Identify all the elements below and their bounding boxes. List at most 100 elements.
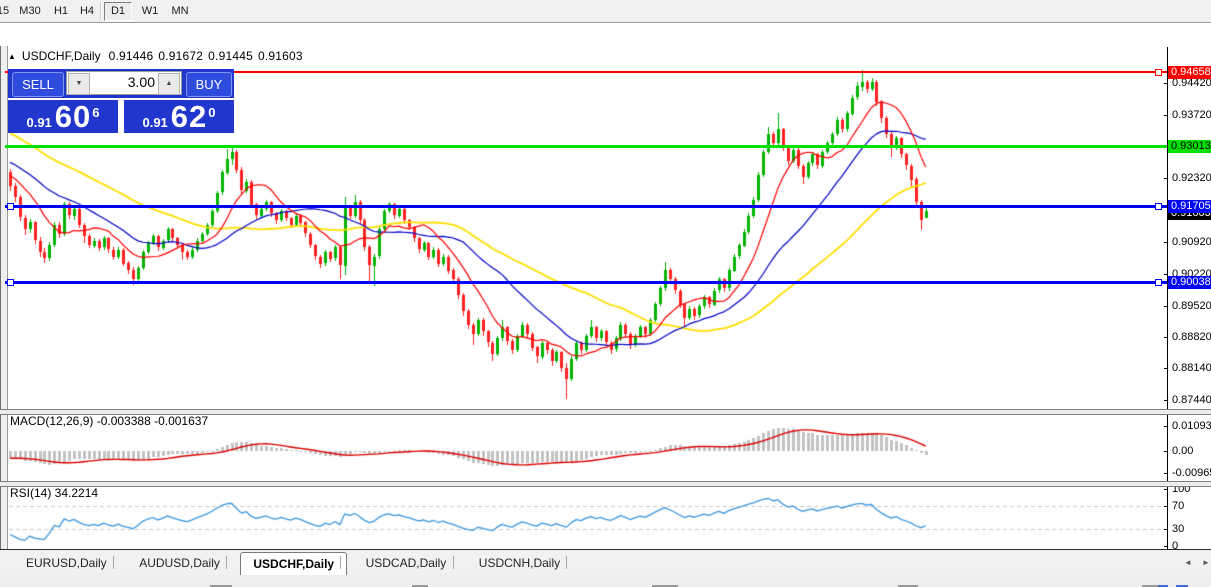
chart-title: ▲ USDCHF,Daily 0.91446 0.91672 0.91445 0.9160… [8,49,314,63]
chart-tabs-bar: EURUSD,Daily AUDUSD,Daily USDCHF,Daily USDC… [0,549,1211,576]
ohlc-close: 0.91603 [257,49,303,63]
timeframe-button-D1[interactable]: D1 [104,2,132,21]
toolbar-separator [100,2,102,19]
line-anchor-right[interactable] [1155,68,1162,76]
timeframe-button-H4[interactable]: H4 [79,5,95,17]
volume-input[interactable]: ▼ 3.00 ▲ [66,71,182,95]
level-price-label-0.94658: 0.94658 [1168,65,1211,79]
timeframe-button-15[interactable]: 15 [0,5,10,17]
line-anchor-left[interactable] [7,202,14,210]
price-tick-label: 0.93720 [1172,108,1211,121]
tab-separator [452,556,454,569]
tab-scroll-left-button[interactable]: ◄ [1184,558,1192,567]
macd-indicator-label: MACD(12,26,9) -0.003388 -0.001637 [10,414,209,428]
panel-divider-rsi[interactable] [0,481,1211,487]
clipped-content-fragment [652,585,678,587]
rsi-tick-label: 0 [1172,540,1179,553]
panel-divider-macd[interactable] [0,409,1211,415]
price-level-line-0.91705[interactable] [5,204,1167,208]
price-tick-label: 0.89520 [1172,299,1211,312]
ohlc-high: 0.91672 [158,49,204,63]
bid-price-big-digits: 60 [54,99,92,134]
axis-tick-mark [1164,83,1168,84]
chart-symbol-label: USDCHF,Daily [21,49,101,63]
clipped-content-fragment [412,585,428,587]
trade-panel-top-row: SELL ▼ 3.00 ▲ BUY [8,69,234,98]
axis-tick-mark [1164,114,1168,116]
ask-price-pip-digit: 0 [208,105,216,120]
price-axis-line [1167,47,1168,552]
ask-price-big-digits: 62 [170,99,208,134]
price-tick-label: 0.90920 [1172,235,1211,248]
axis-tick-mark [1164,400,1168,402]
volume-decrease-button[interactable]: ▼ [68,73,90,95]
line-anchor-right[interactable] [1155,202,1162,210]
price-tick-label: 0.88140 [1172,362,1211,375]
timeframe-button-MN[interactable]: MN [171,5,189,17]
ohlc-low: 0.91445 [208,49,253,63]
tab-USDCNH[interactable]: USDCNH,Daily [478,556,561,570]
axis-tick-mark [1164,546,1168,548]
bid-price-prefix: 0.91 [26,115,52,130]
price-tick-label: 0.87440 [1172,394,1211,407]
level-price-label-0.90038: 0.90038 [1168,275,1211,289]
tab-separator [339,556,341,569]
ask-price[interactable]: 0.91 62 0 [124,100,234,133]
tab-separator [113,556,115,569]
sell-button[interactable]: SELL [12,72,64,97]
tab-scroll-right-button[interactable]: ► [1202,558,1210,567]
price-tick-label: 0.92320 [1172,172,1211,185]
clipped-content-fragment [1158,585,1168,587]
tab-AUDUSD[interactable]: AUDUSD,Daily [139,556,220,570]
axis-tick-mark [1164,473,1168,475]
line-anchor-left[interactable] [7,278,14,286]
volume-increase-button[interactable]: ▲ [158,73,180,95]
volume-value[interactable]: 3.00 [127,74,155,90]
axis-tick-mark [1164,488,1168,490]
rsi-indicator-label: RSI(14) 34.2214 [10,486,99,500]
chart-left-frame [0,46,8,572]
macd-tick-label: 0.00 [1172,445,1194,457]
axis-tick-mark [1164,241,1168,243]
tab-separator [566,556,567,569]
collapse-triangle-icon[interactable]: ▲ [8,52,16,61]
clipped-content-fragment [1142,585,1158,587]
tab-USDCAD[interactable]: USDCAD,Daily [365,556,447,570]
one-click-trading-panel: SELL ▼ 3.00 ▲ BUY 0.91 60 6 0.91 62 0 [8,69,234,133]
rsi-tick-label: 70 [1172,500,1185,512]
axis-tick-mark [1164,451,1168,452]
macd-tick-label: 0.010933 [1172,419,1211,432]
level-price-label-0.93013: 0.93013 [1168,140,1211,154]
timeframe-button-M30[interactable]: M30 [19,5,41,17]
axis-tick-mark [1164,368,1168,370]
line-anchor-right[interactable] [1155,278,1162,286]
tab-EURUSD[interactable]: EURUSD,Daily [26,556,107,570]
axis-tick-mark [1164,425,1168,427]
macd-tick-label: -0.009653 [1172,467,1211,480]
axis-tick-mark [1164,305,1168,307]
price-level-line-0.94658[interactable] [5,71,1167,74]
buy-button[interactable]: BUY [186,72,232,97]
price-level-line-0.90038[interactable] [5,280,1167,284]
bid-price-pip-digit: 6 [92,105,100,120]
price-axis[interactable]: 0.94420 0.93720 0.92320 0.90920 0.90220 0.895… [1164,47,1211,553]
timeframe-toolbar: 15 M30 H1 H4 D1 W1 MN [0,0,1211,23]
bid-price[interactable]: 0.91 60 6 [8,100,118,133]
timeframe-button-H1[interactable]: H1 [53,5,69,17]
tab-USDCHF[interactable]: USDCHF,Daily [240,552,348,576]
rsi-tick-label: 30 [1172,523,1185,535]
clipped-status-row [0,575,1211,587]
price-level-line-0.93013[interactable] [5,145,1167,149]
ohlc-open: 0.91446 [108,49,154,63]
clipped-content-fragment [898,585,918,587]
level-price-label-0.91705: 0.91705 [1168,199,1211,213]
clipped-content-fragment [210,585,232,587]
axis-tick-mark [1164,178,1168,180]
axis-tick-mark [1164,273,1168,275]
clipped-content-fragment [1176,585,1188,587]
axis-tick-mark [1164,506,1168,507]
price-tick-label: 0.88820 [1172,331,1211,344]
ask-price-prefix: 0.91 [142,115,168,130]
timeframe-button-W1[interactable]: W1 [141,5,159,17]
